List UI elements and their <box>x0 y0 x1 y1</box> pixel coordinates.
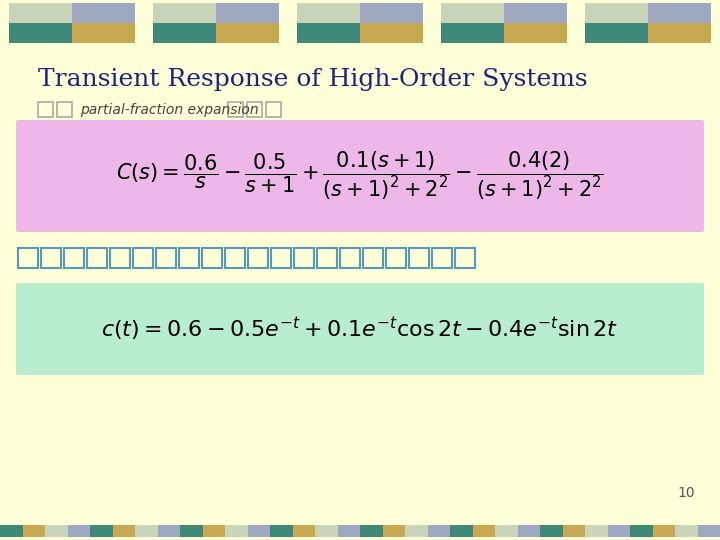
Text: 10: 10 <box>678 486 695 500</box>
Bar <box>652 525 675 537</box>
Bar <box>608 525 630 537</box>
Bar <box>158 525 180 537</box>
Bar <box>648 23 711 43</box>
Bar <box>630 525 652 537</box>
Text: Transient Response of High-Order Systems: Transient Response of High-Order Systems <box>38 68 588 91</box>
Bar <box>382 525 405 537</box>
Text: $C\left(s\right)=\dfrac{0.6}{s}-\dfrac{0.5}{s+1}+\dfrac{0.1\left(s+1\right)}{\le: $C\left(s\right)=\dfrac{0.6}{s}-\dfrac{0… <box>117 150 603 202</box>
Bar <box>270 525 292 537</box>
Bar <box>110 248 130 268</box>
Bar <box>68 525 90 537</box>
Bar <box>409 248 429 268</box>
Bar <box>57 102 72 117</box>
Bar <box>562 525 585 537</box>
Bar <box>153 23 216 43</box>
Bar <box>441 3 504 23</box>
Bar <box>266 102 281 117</box>
Bar <box>585 23 648 43</box>
Bar <box>133 248 153 268</box>
Bar <box>504 23 567 43</box>
Bar <box>248 248 268 268</box>
Bar <box>450 525 472 537</box>
Bar <box>87 248 107 268</box>
Bar <box>648 3 711 23</box>
Bar <box>386 248 406 268</box>
Bar <box>112 525 135 537</box>
FancyBboxPatch shape <box>16 120 704 232</box>
Bar <box>135 525 158 537</box>
Bar <box>225 525 248 537</box>
Bar <box>45 525 68 537</box>
Bar <box>585 3 648 23</box>
Bar <box>180 525 202 537</box>
Bar <box>271 248 291 268</box>
Bar <box>202 248 222 268</box>
Bar <box>216 3 279 23</box>
Bar <box>297 3 360 23</box>
Bar <box>179 248 199 268</box>
Bar <box>228 102 243 117</box>
Bar <box>153 3 216 23</box>
Bar <box>294 248 314 268</box>
Bar <box>455 248 475 268</box>
Bar <box>360 525 382 537</box>
Bar <box>72 23 135 43</box>
Bar <box>9 3 72 23</box>
Bar <box>472 525 495 537</box>
Bar <box>38 102 53 117</box>
Bar <box>0 525 22 537</box>
Bar <box>495 525 518 537</box>
Text: partial-fraction expansion: partial-fraction expansion <box>80 103 258 117</box>
Bar <box>504 3 567 23</box>
Bar <box>225 248 245 268</box>
Bar <box>675 525 698 537</box>
Bar <box>18 248 38 268</box>
Bar <box>41 248 61 268</box>
Bar <box>360 3 423 23</box>
Bar <box>698 525 720 537</box>
Bar <box>518 525 540 537</box>
Bar <box>405 525 428 537</box>
Bar <box>9 23 72 43</box>
Bar <box>317 248 337 268</box>
Bar <box>428 525 450 537</box>
Bar <box>297 23 360 43</box>
Bar <box>247 102 262 117</box>
Bar <box>90 525 112 537</box>
Bar <box>248 525 270 537</box>
Bar <box>315 525 338 537</box>
Bar <box>340 248 360 268</box>
Bar <box>432 248 452 268</box>
Bar <box>292 525 315 537</box>
Bar <box>202 525 225 537</box>
Bar <box>64 248 84 268</box>
Bar <box>585 525 608 537</box>
Bar <box>441 23 504 43</box>
Bar <box>216 23 279 43</box>
Bar <box>22 525 45 537</box>
Bar <box>72 3 135 23</box>
Bar <box>156 248 176 268</box>
Bar <box>363 248 383 268</box>
Bar <box>338 525 360 537</box>
FancyBboxPatch shape <box>16 283 704 375</box>
Text: $c\left(t\right)=0.6-0.5e^{-t}+0.1e^{-t}\cos 2t-0.4e^{-t}\sin 2t$: $c\left(t\right)=0.6-0.5e^{-t}+0.1e^{-t}… <box>102 315 618 343</box>
Bar <box>360 23 423 43</box>
Bar <box>540 525 562 537</box>
